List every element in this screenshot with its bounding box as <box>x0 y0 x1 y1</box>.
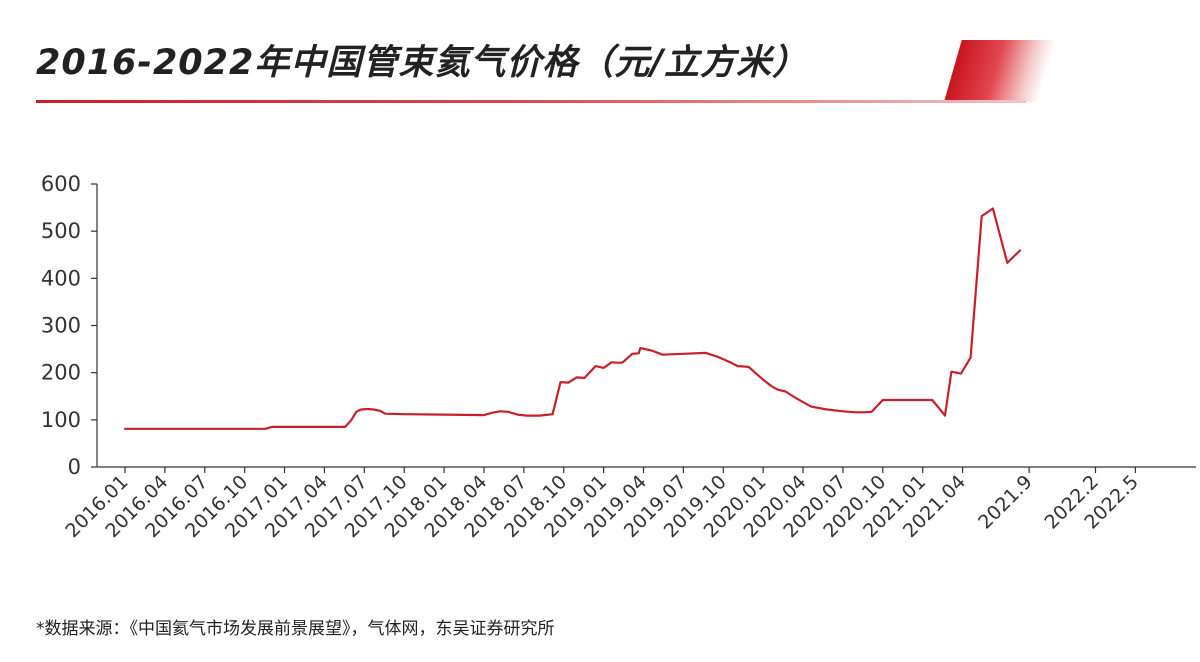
x-tick-label: 2021.9 <box>974 471 1037 534</box>
y-tick-label: 300 <box>41 314 81 338</box>
page-title: 2016-2022年中国管束氦气价格（元/立方米） <box>36 43 809 83</box>
y-tick-label: 600 <box>41 172 81 196</box>
y-tick-label: 400 <box>41 266 81 290</box>
y-tick-label: 100 <box>41 408 81 432</box>
y-tick-label: 0 <box>68 455 81 479</box>
series-line <box>123 207 1022 430</box>
x-axis: 2016.012016.042016.072016.102017.012017.… <box>61 466 1196 542</box>
y-axis: 0 100 200 300 400 500 600 <box>41 172 98 479</box>
y-tick-label: 500 <box>41 219 81 243</box>
source-note: *数据来源：《中国氦气市场发展前景展望》，气体网，东吴证券研究所 <box>36 619 555 639</box>
title-underline <box>36 100 1026 103</box>
series-layer <box>123 207 1022 430</box>
y-tick-label: 200 <box>41 361 81 385</box>
